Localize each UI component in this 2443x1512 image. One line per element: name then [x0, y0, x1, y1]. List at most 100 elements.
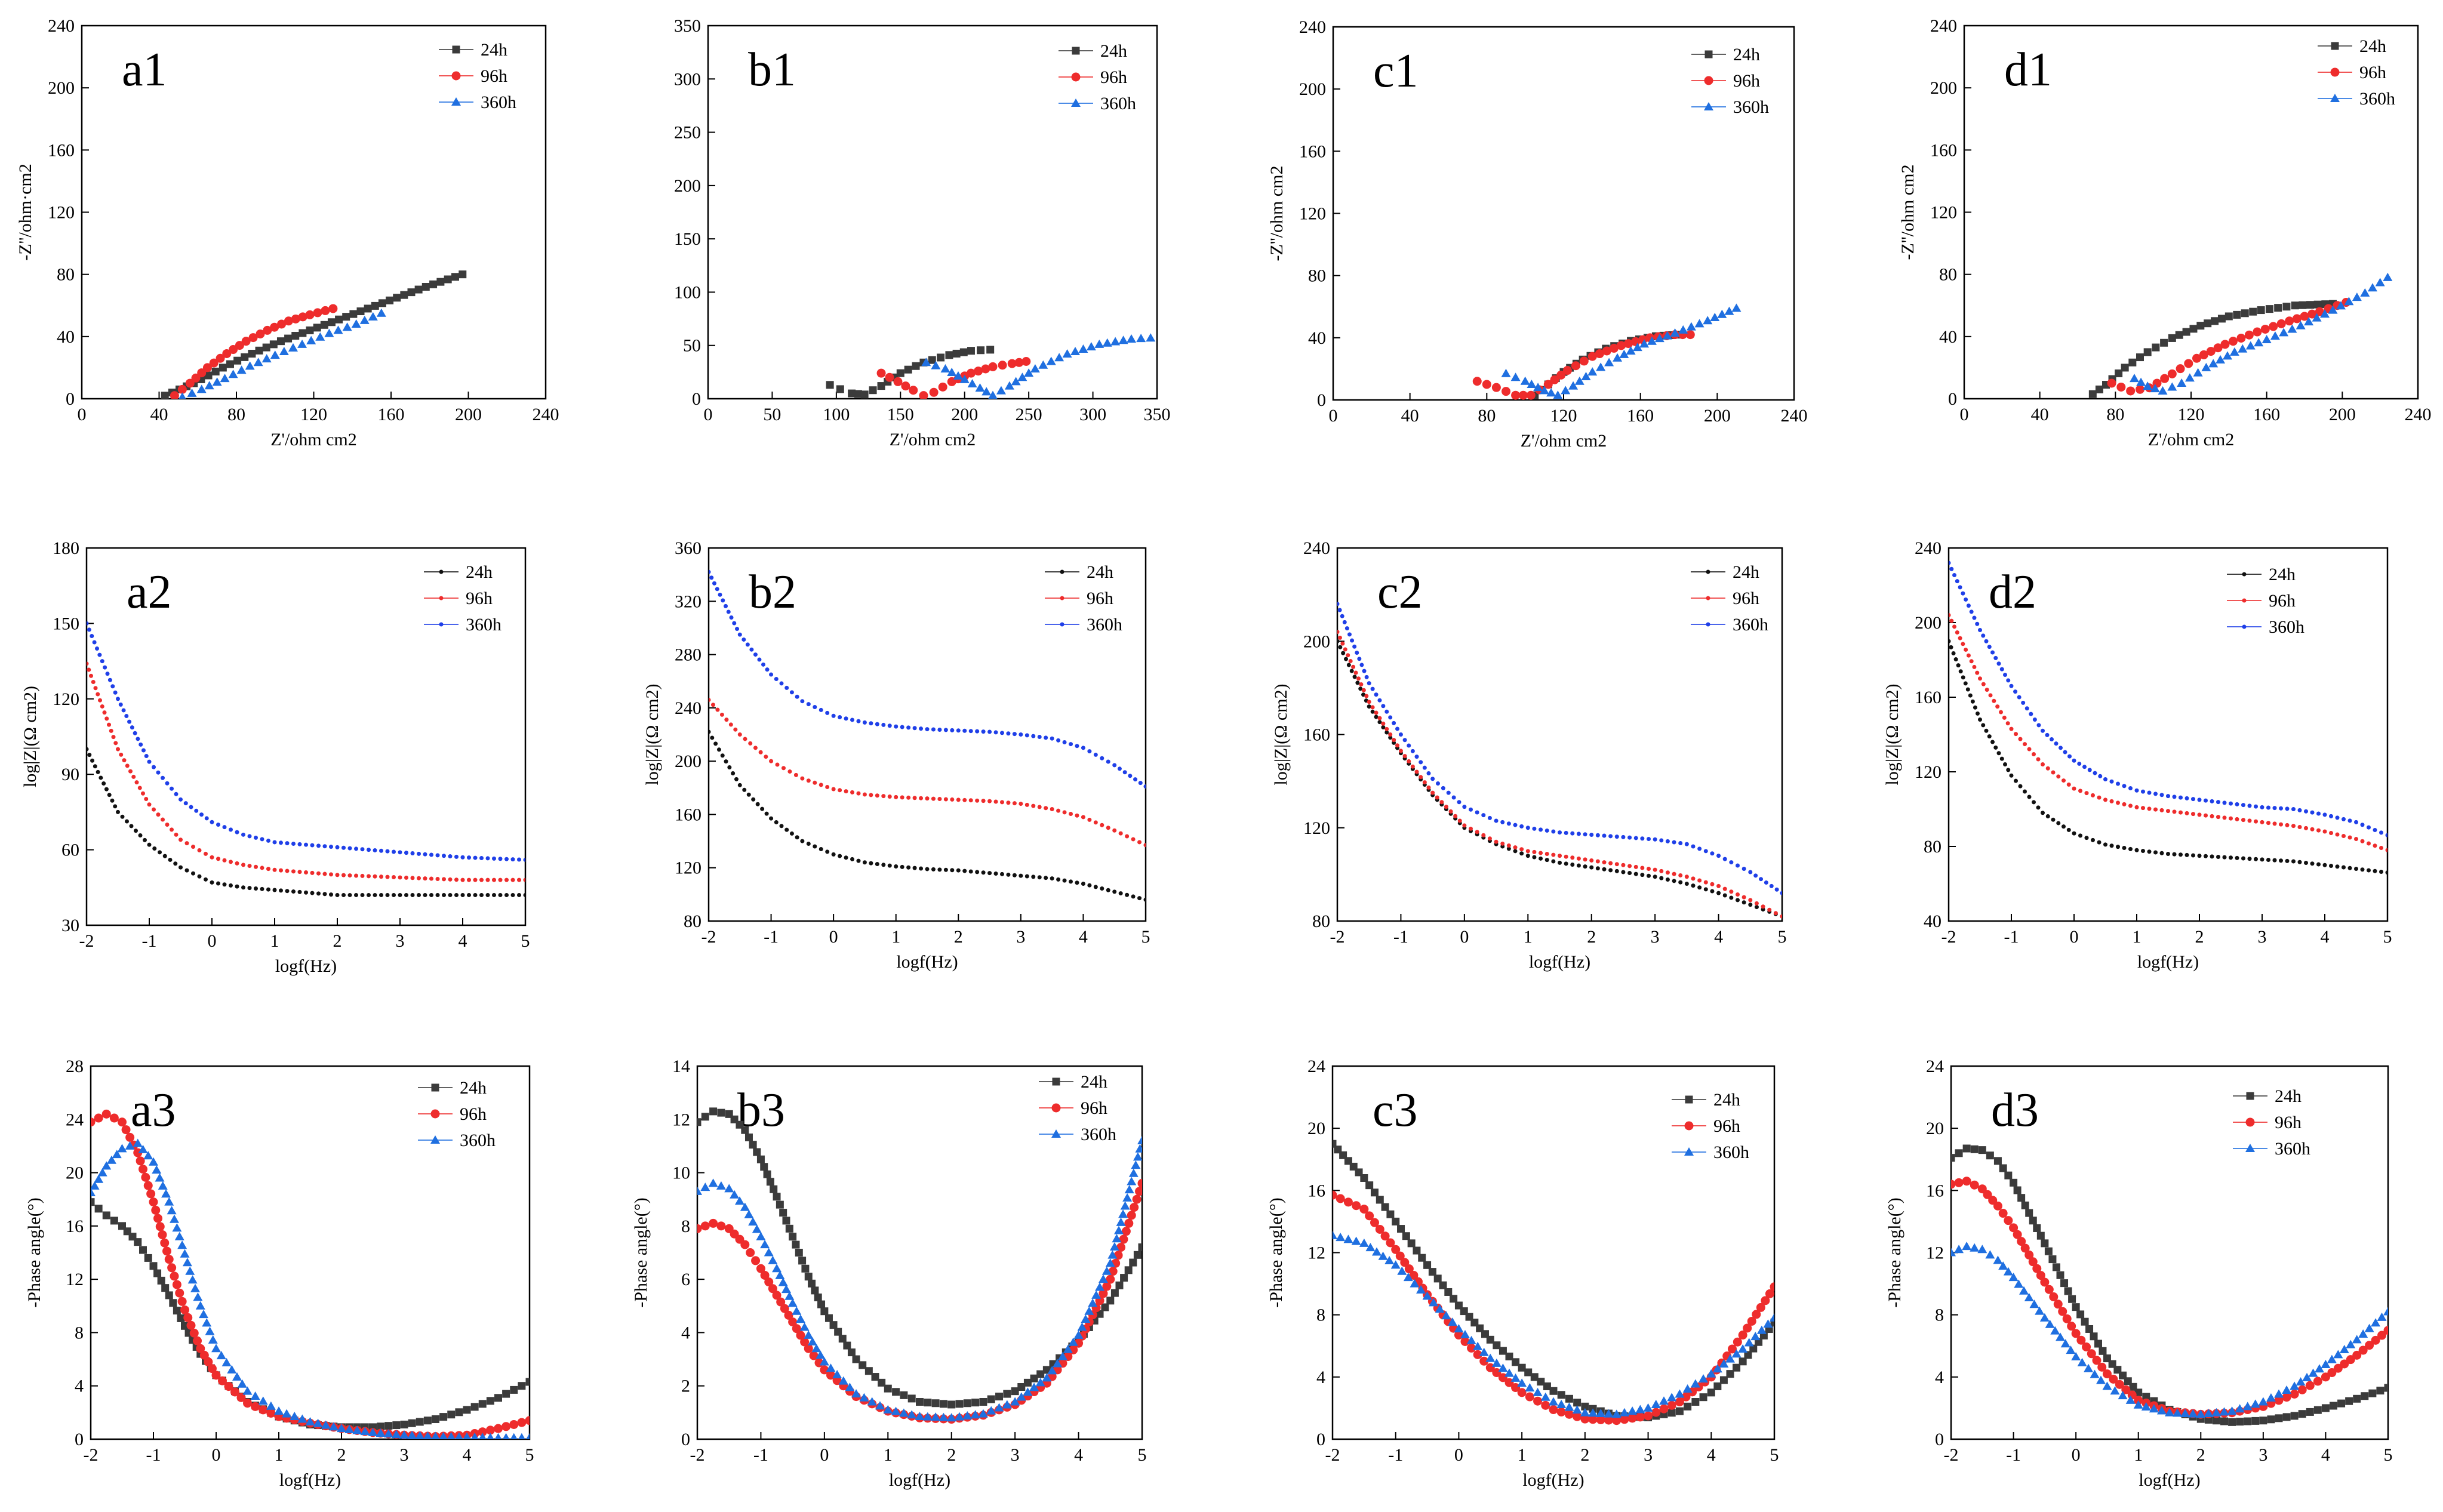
- point-d1-2-25: [2328, 305, 2338, 314]
- point-b3-0-34: [834, 1328, 842, 1336]
- point-a1-0-40: [451, 273, 459, 281]
- x-tick-label-a1-0: 0: [78, 405, 87, 424]
- point-d1-0-17: [2211, 317, 2219, 325]
- point-a3-1-34: [204, 1357, 213, 1367]
- point-a3-2-25: [185, 1266, 195, 1275]
- point-a2-0-69: [460, 892, 465, 897]
- point-d1-1-15: [2228, 337, 2238, 346]
- point-c2-0-79: [1742, 900, 1746, 905]
- point-d3-2-50: [2290, 1381, 2300, 1390]
- point-a2-1-39: [229, 860, 233, 864]
- point-a1-2-15: [306, 335, 316, 344]
- legend-marker-a2-2: [439, 622, 444, 627]
- point-b3-0-14: [766, 1178, 774, 1186]
- point-d2-1-72: [2316, 828, 2321, 833]
- point-a2-0-24: [179, 865, 183, 870]
- point-a1-2-8: [245, 361, 255, 370]
- point-a2-2-6: [100, 659, 104, 664]
- point-a1-2-17: [324, 328, 334, 337]
- point-d3-2-3: [1970, 1243, 1980, 1252]
- point-d3-2-48: [2274, 1389, 2284, 1398]
- point-b2-0-14: [760, 806, 765, 811]
- panel-label-a3: a3: [131, 1084, 176, 1137]
- point-d1-2-15: [2245, 341, 2256, 350]
- point-b2-2-10: [735, 627, 740, 632]
- point-c3-1-48: [1635, 1412, 1645, 1422]
- point-d2-2-3: [1955, 579, 1959, 584]
- point-c3-2-24: [1485, 1353, 1496, 1362]
- point-d3-0-1: [1955, 1149, 1963, 1157]
- point-b3-2-0: [697, 1186, 702, 1195]
- point-b3-2-26: [811, 1344, 821, 1353]
- point-c3-2-5: [1365, 1243, 1376, 1252]
- point-d2-0-58: [2210, 854, 2214, 859]
- point-b3-2-1: [700, 1182, 710, 1191]
- point-d2-1-58: [2229, 816, 2233, 821]
- point-a1-2-14: [297, 339, 307, 348]
- x-tick-label-d2-4: 2: [2195, 927, 2204, 947]
- point-b3-1-2: [709, 1218, 718, 1228]
- series-a1-1: [170, 304, 338, 399]
- point-a2-1-6: [98, 698, 102, 703]
- legend-marker-a1-1: [451, 71, 461, 81]
- point-c2-1-47: [1532, 849, 1537, 854]
- point-d1-1-13: [2213, 343, 2223, 353]
- point-d3-2-15: [2039, 1313, 2050, 1322]
- point-b3-2-32: [845, 1382, 855, 1391]
- point-b3-1-25: [820, 1365, 829, 1375]
- point-a1-2-19: [342, 322, 352, 331]
- point-d3-2-53: [2308, 1368, 2318, 1377]
- point-d2-1-64: [2266, 821, 2270, 826]
- point-b3-1-22: [804, 1344, 813, 1353]
- legend-marker-b2-2: [1060, 622, 1064, 627]
- point-a2-2-17: [130, 725, 134, 730]
- point-d3-0-63: [2330, 1402, 2337, 1410]
- point-c1-1-10: [1556, 370, 1566, 380]
- y-tick-label-b2-2: 160: [675, 805, 701, 824]
- point-b2-2-51: [962, 728, 967, 733]
- point-d3-1-66: [2358, 1345, 2368, 1355]
- point-a3-2-76: [526, 1433, 530, 1439]
- point-d2-2-6: [1964, 597, 1968, 602]
- point-d3-0-39: [2142, 1393, 2150, 1401]
- point-c3-1-30: [1498, 1373, 1507, 1382]
- point-c1-2-31: [1731, 303, 1742, 312]
- point-d1-0-26: [2282, 303, 2291, 311]
- point-b3-2-16: [775, 1270, 785, 1279]
- point-d1-1-1: [2116, 382, 2126, 392]
- point-c1-2-13: [1596, 362, 1606, 371]
- point-b3-2-2: [708, 1178, 718, 1187]
- point-a2-0-6: [101, 781, 106, 786]
- point-c3-0-59: [1699, 1393, 1707, 1402]
- point-c1-1-4: [1511, 390, 1521, 400]
- point-c2-1-33: [1448, 809, 1453, 814]
- point-c3-1-5: [1365, 1211, 1374, 1221]
- point-c3-2-26: [1498, 1363, 1508, 1372]
- point-d1-0-10: [2160, 338, 2168, 347]
- point-a2-1-3: [91, 680, 96, 685]
- point-d3-2-25: [2096, 1375, 2106, 1384]
- point-a2-2-66: [398, 850, 402, 855]
- point-c3-0-19: [1428, 1268, 1436, 1276]
- point-c2-0-16: [1384, 730, 1389, 735]
- point-a2-0-57: [385, 892, 390, 897]
- point-c2-1-3: [1343, 647, 1347, 652]
- point-a2-1-32: [184, 841, 189, 846]
- point-c2-0-0: [1337, 639, 1340, 643]
- point-d3-0-31: [2099, 1347, 2107, 1355]
- point-b1-1-1: [885, 372, 894, 382]
- point-c2-0-75: [1716, 891, 1721, 895]
- point-a1-0-26: [349, 310, 358, 318]
- point-d3-1-65: [2352, 1350, 2362, 1360]
- point-a1-0-16: [276, 337, 285, 346]
- point-b3-0-16: [773, 1193, 781, 1201]
- point-d2-0-12: [1975, 711, 1980, 716]
- point-d2-1-83: [2385, 848, 2387, 852]
- x-tick-label-a3-5: 3: [400, 1445, 409, 1465]
- point-d3-2-42: [2227, 1406, 2237, 1415]
- point-c2-2-86: [1774, 887, 1779, 892]
- point-c2-1-79: [1736, 892, 1740, 897]
- point-c3-0-44: [1581, 1402, 1589, 1411]
- y-tick-label-b3-7: 14: [672, 1057, 690, 1076]
- point-a2-2-53: [316, 843, 321, 848]
